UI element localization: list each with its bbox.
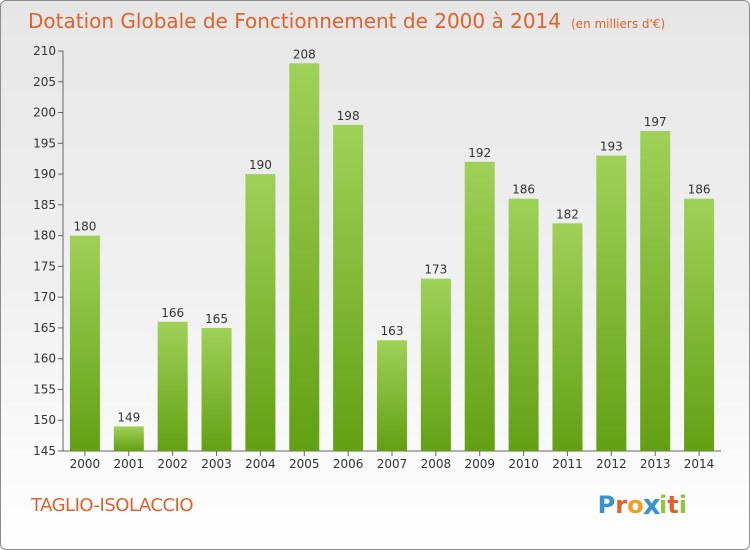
- bar-value-label: 180: [73, 220, 96, 234]
- bar-value-label: 149: [117, 410, 140, 424]
- logo-letter: P: [597, 491, 616, 519]
- x-tick-label: 2011: [552, 457, 583, 471]
- x-tick-label: 2010: [508, 457, 539, 471]
- title-text: Dotation Globale de Fonctionnement de 20…: [28, 9, 561, 33]
- bar-value-label: 208: [293, 47, 316, 61]
- bar-value-label: 186: [688, 183, 711, 197]
- title-unit: (en milliers d'€): [571, 17, 666, 31]
- bar: [508, 198, 539, 451]
- y-tick-label: 195: [33, 136, 56, 150]
- bar-value-label: 182: [556, 207, 579, 221]
- bar-value-label: 198: [337, 109, 360, 123]
- x-tick-label: 2014: [684, 457, 715, 471]
- y-tick-label: 165: [33, 321, 56, 335]
- bar: [289, 63, 320, 452]
- bar: [640, 131, 671, 451]
- y-tick-label: 185: [33, 198, 56, 212]
- x-axis: 2000 2001 2002 2003 2004 2005 2006 2007 2008 2009…: [63, 450, 721, 471]
- commune-name: TAGLIO-ISOLACCIO: [31, 495, 194, 516]
- logo-letter: i: [678, 491, 687, 519]
- y-tick-label: 175: [33, 259, 56, 273]
- x-tick-label: 2008: [421, 457, 452, 471]
- proxiti-logo[interactable]: Proxiti: [597, 488, 687, 522]
- x-tick-label: 2007: [377, 457, 408, 471]
- bar-value-label: 163: [381, 324, 404, 338]
- x-tick-label: 2006: [333, 457, 364, 471]
- x-tick-label: 2000: [70, 457, 101, 471]
- x-tick-label: 2003: [201, 457, 232, 471]
- bar: [69, 235, 100, 451]
- y-tick-label: 180: [33, 229, 56, 243]
- y-tick-label: 150: [33, 413, 56, 427]
- bar: [201, 327, 232, 451]
- bar: [420, 278, 451, 451]
- logo-letter: x: [642, 488, 661, 522]
- x-tick-label: 2012: [596, 457, 627, 471]
- bar-value-label: 190: [249, 158, 272, 172]
- logo-letter: t: [667, 491, 679, 519]
- x-tick-label: 2001: [114, 457, 145, 471]
- logo-letter: r: [615, 491, 628, 519]
- x-tick-label: 2004: [245, 457, 276, 471]
- bar-value-label: 193: [600, 140, 623, 154]
- y-tick-label: 205: [33, 75, 56, 89]
- bar: [596, 155, 627, 451]
- bar-value-label: 197: [644, 115, 667, 129]
- bar: [464, 161, 495, 451]
- bar: [377, 340, 407, 451]
- y-tick-label: 155: [33, 382, 56, 396]
- bar: [552, 223, 583, 451]
- bar: [245, 174, 276, 452]
- bars: 180 149 166 165 190 208 198 163 173 192 186 182 193 1…: [69, 47, 715, 452]
- bar-value-label: 192: [468, 146, 491, 160]
- y-tick-label: 160: [33, 352, 56, 366]
- bar-value-label: 173: [424, 263, 447, 277]
- x-tick-label: 2009: [464, 457, 495, 471]
- y-tick-label: 170: [33, 290, 56, 304]
- bar-value-label: 166: [161, 306, 184, 320]
- bar: [113, 426, 144, 451]
- x-tick-label: 2013: [640, 457, 671, 471]
- bar-value-label: 186: [512, 183, 535, 197]
- bar: [157, 321, 188, 451]
- y-axis: 145 150 155 160 165 170 175 180 185 190 195 200 205 2…: [33, 44, 64, 458]
- bar: [684, 198, 715, 451]
- x-tick-label: 2002: [157, 457, 188, 471]
- y-tick-label: 145: [33, 444, 56, 458]
- x-tick-label: 2005: [289, 457, 320, 471]
- logo-letter: o: [627, 491, 644, 519]
- logo-letter: i: [659, 491, 668, 519]
- bar: [333, 124, 364, 451]
- chart-title: Dotation Globale de Fonctionnement de 20…: [28, 9, 665, 33]
- y-tick-label: 190: [33, 167, 56, 181]
- bar-value-label: 165: [205, 312, 228, 326]
- y-tick-label: 210: [33, 44, 56, 58]
- y-tick-label: 200: [33, 106, 56, 120]
